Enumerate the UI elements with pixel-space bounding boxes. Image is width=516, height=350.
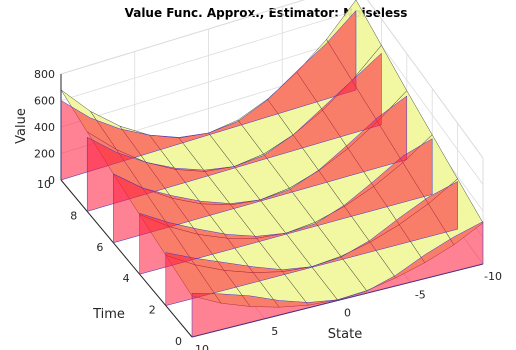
z-tick-label: 600 [34,95,55,108]
y-tick-label: 2 [149,304,156,317]
reference-slice [191,221,484,338]
reference-slices [60,9,484,338]
z-tick-label: 800 [34,68,55,81]
x-tick-label: 10 [195,343,209,350]
y-tick-label: 8 [70,209,77,222]
reference-slice [113,95,408,244]
x-tick-label: 5 [271,325,278,338]
x-tick-label: -10 [484,270,502,283]
x-tick-label: 0 [344,307,351,320]
z-tick-label: 200 [34,148,55,161]
reference-slice [60,9,357,181]
reference-slice [86,52,382,212]
reference-slice [165,181,458,306]
y-tick-label: 4 [123,272,130,285]
z-axis-label: Value [14,108,29,144]
x-tick-label: -5 [415,288,426,301]
y-tick-label: 0 [175,335,182,348]
x-axis-label: State [328,327,362,342]
y-tick-label: 10 [37,178,51,191]
z-tick-label: 0 [48,174,55,187]
z-tick-label: 400 [34,121,55,134]
reference-slice [139,138,433,275]
y-tick-label: 6 [96,241,103,254]
y-axis-label: Time [92,307,125,322]
